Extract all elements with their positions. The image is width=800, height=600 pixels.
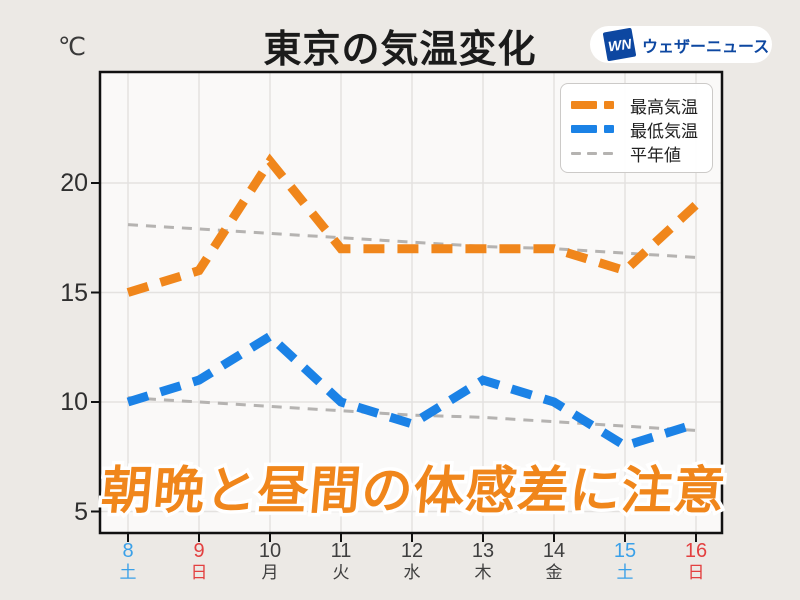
y-tick-label: 5: [74, 497, 88, 526]
legend-dash-sample-icon: [571, 125, 619, 133]
x-weekday-label: 木: [474, 563, 492, 582]
legend-dash-sample-icon: [571, 101, 619, 109]
legend-label: 最高気温: [630, 97, 698, 117]
y-tick-label: 20: [60, 169, 88, 197]
legend-dash-segment: [587, 151, 597, 155]
legend-dash-segment: [571, 101, 597, 109]
x-date-label: 14: [542, 540, 566, 562]
x-weekday-label: 火: [332, 563, 350, 582]
legend-item: 最低気温: [571, 117, 702, 141]
legend-label: 最低気温: [630, 121, 698, 141]
brand-name: ウェザーニュース: [642, 38, 770, 56]
legend-item: 平年値: [571, 141, 702, 165]
y-axis-unit-label: ℃: [58, 33, 87, 61]
x-weekday-label: 日: [687, 563, 705, 582]
normal-min-temp-line: [127, 396, 697, 432]
page-title: 東京の気温変化: [263, 29, 537, 71]
legend-box: 最高気温最低気温平年値: [560, 83, 713, 173]
legend-dash-segment: [604, 125, 614, 133]
caption-overlay: 朝晩と昼間の体感差に注意: [96, 459, 732, 523]
y-tick-label: 15: [60, 278, 88, 307]
legend-dash-segment: [571, 151, 581, 155]
max-temp-line: [126, 153, 700, 297]
x-date-label: 15: [613, 540, 637, 562]
x-weekday-label: 水: [403, 563, 421, 582]
x-date-label: 8: [122, 540, 134, 562]
legend-dash-segment: [604, 101, 614, 109]
x-weekday-label: 土: [119, 563, 137, 582]
x-date-label: 11: [330, 540, 352, 562]
x-weekday-label: 金: [545, 563, 563, 582]
x-date-label: 10: [258, 540, 282, 562]
x-date-label: 16: [684, 540, 708, 562]
legend-label: 平年値: [630, 145, 681, 165]
x-weekday-label: 日: [190, 563, 208, 582]
legend-dash-segment: [571, 125, 597, 133]
legend-dash-segment: [603, 151, 613, 155]
x-date-label: 13: [471, 540, 495, 562]
x-weekday-label: 月: [261, 563, 279, 582]
x-date-label: 9: [193, 540, 205, 562]
y-tick-label: 10: [60, 388, 88, 416]
plot-frame: [98, 70, 724, 535]
brand-logo: WN ウェザーニュース: [590, 26, 772, 63]
x-weekday-label: 土: [616, 563, 634, 582]
legend-item: 最高気温: [571, 93, 702, 117]
min-temp-line: [126, 330, 698, 451]
legend-thin-dash-sample-icon: [571, 151, 619, 155]
x-date-label: 12: [400, 540, 424, 562]
